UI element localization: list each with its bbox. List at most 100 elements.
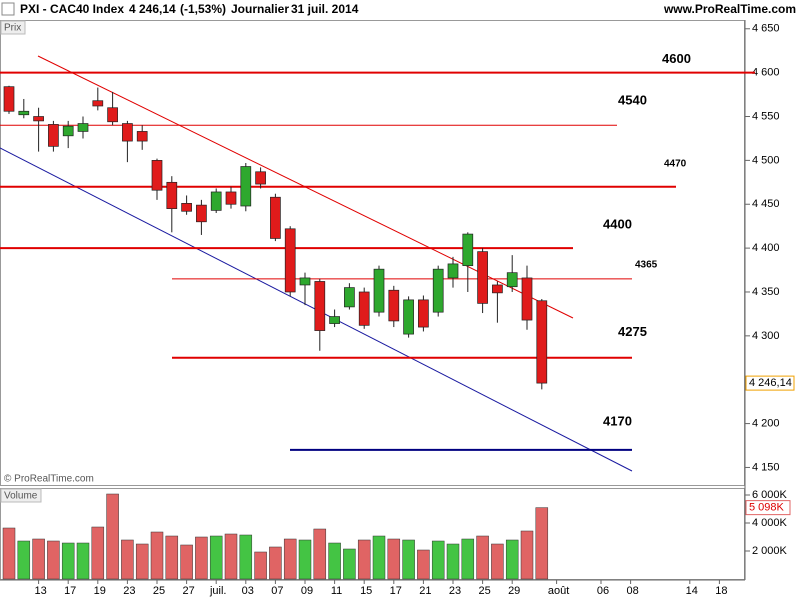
y-tick-label: 4 600 [752,67,780,79]
x-tick-label: 25 [478,585,490,597]
level-label: 4600 [662,51,691,66]
candle-body [358,291,370,326]
candle-body [506,272,518,288]
candle-body [388,289,400,322]
volume-bar [2,527,16,580]
candle-body [48,124,59,147]
y-tick-label: 4 150 [752,461,780,473]
volume-bar [32,538,45,580]
candle-body [77,123,89,132]
x-tick-label: 29 [508,585,520,597]
header: PXI - CAC40 Index 4 246,14 (-1,53%) Jour… [1,2,796,16]
volume-label-box [0,488,42,503]
x-tick-label: 18 [715,585,727,597]
level-label: 4400 [603,217,632,232]
credit: © ProRealTime.com [4,474,94,485]
candle-body [181,203,192,212]
volume-bar [357,539,371,580]
candle-body [314,281,326,331]
x-tick-label: 17 [64,585,76,597]
candle-body [329,316,340,324]
x-tick-label: 14 [686,585,698,597]
last-price: 4 246,14 [129,2,176,16]
volume-bar [283,538,297,580]
candle-body [166,181,178,209]
candle-body [344,287,355,308]
y-tick-label: 4 550 [752,110,780,122]
volume-bar [195,536,208,580]
y-tick-label: 4 400 [752,242,780,254]
last-price-label: 4 246,14 [749,377,792,389]
volume-bar [476,535,489,580]
volume-bar [446,543,460,580]
volume-bar [505,539,519,580]
candle-body [284,228,296,293]
x-tick-label: 15 [360,585,372,597]
candle-body [255,171,266,185]
x-tick-label: 25 [153,585,165,597]
volume-bar [61,542,75,580]
candle-body [462,233,474,267]
volume-bar [180,544,193,580]
volume-bar [150,531,164,580]
y-tick-label: 4 450 [752,198,780,210]
volume-bar [402,539,415,580]
volume-bar [535,507,549,580]
candle-body [210,191,222,211]
volume-bar [224,533,238,580]
candle-body [92,100,104,107]
candle-body [492,284,503,294]
x-tick-label: 27 [182,585,194,597]
volume-tick-label: 6 000K [752,489,788,501]
candle-body [447,263,459,279]
y-tick-label: 4 650 [752,23,780,35]
header-icon [1,2,15,16]
volume-bar [343,548,356,580]
last-volume-label: 5 098K [749,502,785,514]
volume-bar [135,543,149,580]
x-tick-label: août [548,585,569,597]
change: (-1,53%) [180,2,226,16]
price-label: Prix [4,23,21,34]
x-tick-label: 13 [34,585,46,597]
level-label: 4365 [635,259,658,270]
candle-body [136,131,148,142]
x-tick-label: 21 [419,585,431,597]
volume-label: Volume [4,491,38,502]
price-label-box [0,20,26,35]
volume-bar [387,538,401,580]
volume-bar [17,540,31,580]
volume-bar [328,542,341,580]
volume-bar [254,551,267,580]
x-tick-label: 03 [242,585,254,597]
candle-body [403,299,414,335]
candle-body [432,268,444,313]
x-tick-label: 17 [390,585,402,597]
candle-body [225,191,237,205]
volume-tick-label: 2 000K [752,545,788,557]
y-tick-label: 4 500 [752,154,780,166]
x-tick-label: 08 [626,585,638,597]
x-tick-label: 11 [331,585,342,597]
x-tick-label: 07 [271,585,283,597]
volume-bar [76,542,90,580]
date: 31 juil. 2014 [291,2,359,16]
candle-body [270,196,281,239]
candle-body [3,86,15,112]
last-price-tag [745,375,795,391]
level-label: 4470 [664,158,687,169]
volume-bar [269,546,282,580]
candle-body [33,116,44,122]
period: Journalier [231,2,289,16]
candle-body [521,277,533,321]
volume-bar [165,535,179,580]
last-volume-tag [745,500,791,516]
level-label: 4275 [618,324,647,339]
candle-body [418,299,429,328]
volume-bar [372,535,386,580]
volume-bar [417,549,430,580]
x-tick-label: 23 [449,585,461,597]
x-tick-label: 23 [123,585,135,597]
candle-body [373,268,385,313]
